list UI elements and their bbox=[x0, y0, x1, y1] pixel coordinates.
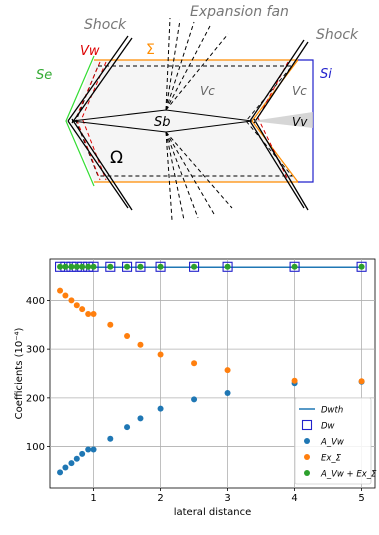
point-a-vw-ex bbox=[107, 263, 114, 270]
chart-marks bbox=[55, 261, 367, 476]
point-a-vw-ex bbox=[57, 263, 64, 270]
point-a-vw bbox=[68, 460, 75, 467]
point-ex bbox=[68, 297, 75, 304]
legend-swatch-dot bbox=[304, 438, 310, 444]
point-ex bbox=[79, 306, 86, 313]
legend-label: A_Vw bbox=[320, 438, 344, 448]
wake-vv bbox=[252, 112, 313, 128]
label-vv: Vv bbox=[292, 115, 308, 129]
point-a-vw-ex bbox=[224, 263, 231, 270]
point-ex bbox=[73, 302, 80, 309]
label-omega: Ω bbox=[110, 148, 123, 168]
legend-label: Dw bbox=[321, 422, 335, 432]
label-se: Se bbox=[36, 68, 52, 83]
point-a-vw-ex bbox=[79, 263, 86, 270]
x-tick-label: 4 bbox=[291, 493, 297, 504]
point-a-vw bbox=[107, 435, 114, 442]
legend-swatch-dot bbox=[304, 454, 310, 460]
point-ex bbox=[157, 351, 164, 358]
point-dw bbox=[122, 261, 133, 272]
point-a-vw bbox=[57, 469, 64, 476]
point-ex bbox=[124, 332, 131, 339]
point-a-vw bbox=[90, 446, 97, 453]
legend-swatch-dot bbox=[304, 470, 310, 476]
point-a-vw-ex bbox=[124, 263, 131, 270]
legend-label: A_Vw + Ex_Σ bbox=[320, 470, 377, 480]
control-region bbox=[70, 60, 298, 182]
flow-diagram: Shock Shock Expansion fan Vw Σ Se Si Vc … bbox=[36, 4, 359, 221]
plot-frame bbox=[49, 258, 376, 489]
label-sb: Sb bbox=[154, 115, 171, 130]
point-dw bbox=[155, 261, 166, 272]
point-a-vw-ex bbox=[68, 263, 75, 270]
series-a-vw-ex bbox=[57, 263, 365, 270]
point-a-vw bbox=[79, 450, 86, 457]
point-a-vw bbox=[224, 389, 231, 396]
point-a-vw-ex bbox=[85, 263, 92, 270]
point-a-vw bbox=[124, 424, 131, 431]
x-tick-label: 2 bbox=[157, 493, 163, 504]
point-ex bbox=[137, 341, 144, 348]
point-dw bbox=[289, 261, 300, 272]
point-a-vw-ex bbox=[291, 263, 298, 270]
point-dw bbox=[356, 261, 367, 272]
point-a-vw-ex bbox=[191, 263, 198, 270]
point-ex bbox=[62, 292, 69, 299]
x-tick-label: 1 bbox=[90, 493, 96, 504]
point-ex bbox=[358, 378, 365, 385]
label-sigma: Σ bbox=[146, 42, 155, 58]
x-tick-label: 3 bbox=[224, 493, 230, 504]
point-ex bbox=[57, 287, 64, 294]
y-tick-label: 200 bbox=[26, 393, 45, 404]
x-tick-label: 5 bbox=[358, 493, 364, 504]
legend: Dwth Dw A_Vw Ex_Σ A_Vw + Ex_Σ bbox=[294, 397, 377, 485]
label-expansion-fan: Expansion fan bbox=[190, 4, 289, 20]
point-ex bbox=[107, 321, 114, 328]
legend-label: Dwth bbox=[321, 406, 343, 416]
point-ex bbox=[291, 377, 298, 384]
point-a-vw-ex bbox=[62, 263, 69, 270]
point-a-vw bbox=[85, 446, 92, 453]
axis-ticks: 1 2 3 4 5 100 200 300 400 bbox=[26, 296, 365, 504]
label-shock-left: Shock bbox=[84, 17, 127, 33]
point-a-vw-ex bbox=[358, 263, 365, 270]
coefficients-chart: 1 2 3 4 5 100 200 300 400 lateral distance Coeff… bbox=[14, 258, 377, 518]
point-a-vw bbox=[137, 415, 144, 422]
y-tick-label: 400 bbox=[26, 296, 45, 307]
legend-box bbox=[294, 397, 372, 485]
point-a-vw bbox=[191, 396, 198, 403]
label-vc-left: Vc bbox=[200, 84, 215, 98]
y-tick-label: 300 bbox=[26, 345, 45, 356]
shock-lines bbox=[67, 35, 309, 211]
label-si: Si bbox=[320, 67, 332, 82]
point-ex bbox=[85, 311, 92, 318]
x-axis-label: lateral distance bbox=[174, 507, 252, 518]
expansion-fan bbox=[165, 17, 233, 221]
label-shock-right: Shock bbox=[316, 27, 359, 43]
point-dw bbox=[105, 261, 116, 272]
point-a-vw-ex bbox=[73, 263, 80, 270]
point-a-vw-ex bbox=[90, 263, 97, 270]
y-tick-label: 100 bbox=[26, 442, 45, 453]
point-a-vw-ex bbox=[157, 263, 164, 270]
point-dw bbox=[222, 261, 233, 272]
point-dw bbox=[135, 261, 146, 272]
label-vw: Vw bbox=[80, 44, 100, 59]
legend-swatch-square bbox=[301, 419, 313, 431]
point-a-vw-ex bbox=[137, 263, 144, 270]
point-a-vw bbox=[157, 405, 164, 412]
point-ex bbox=[191, 360, 198, 367]
point-a-vw bbox=[73, 455, 80, 462]
point-ex bbox=[90, 311, 97, 318]
point-dw bbox=[189, 261, 200, 272]
y-axis-label: Coefficients (10⁻⁴) bbox=[14, 327, 25, 419]
point-a-vw bbox=[62, 464, 69, 471]
label-vc-right: Vc bbox=[292, 84, 307, 98]
legend-label: Ex_Σ bbox=[321, 454, 342, 464]
point-ex bbox=[224, 367, 231, 374]
se-boundary bbox=[65, 55, 95, 187]
series-ex bbox=[57, 287, 365, 385]
